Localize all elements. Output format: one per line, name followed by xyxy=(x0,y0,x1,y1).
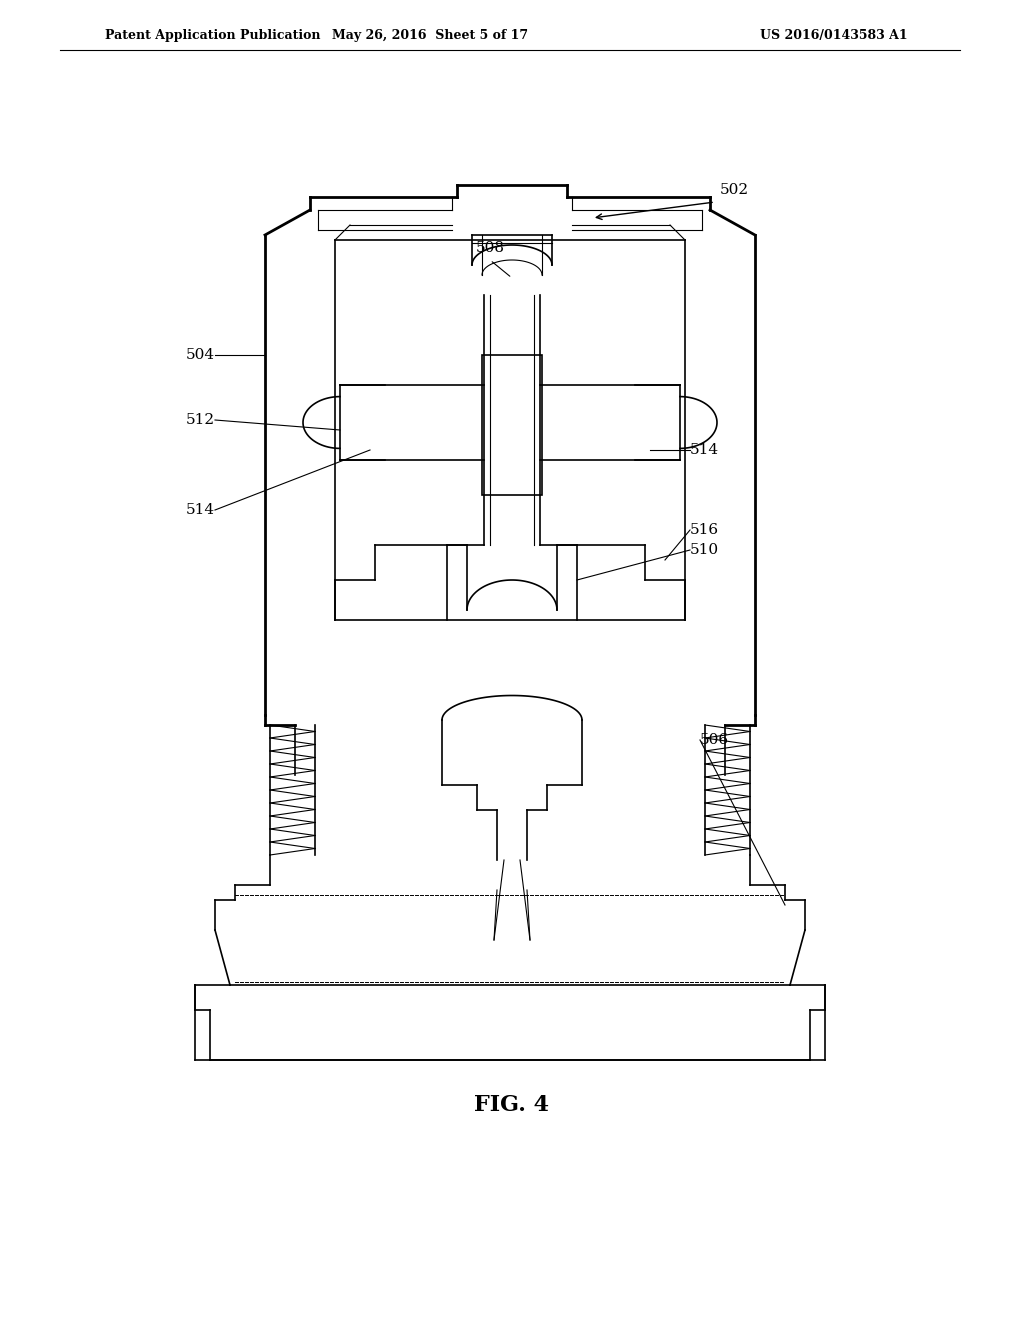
Text: 504: 504 xyxy=(186,348,215,362)
Text: 514: 514 xyxy=(186,503,215,517)
Bar xyxy=(482,355,542,495)
Text: 514: 514 xyxy=(690,444,719,457)
Text: May 26, 2016  Sheet 5 of 17: May 26, 2016 Sheet 5 of 17 xyxy=(332,29,528,41)
Text: Patent Application Publication: Patent Application Publication xyxy=(105,29,321,41)
Text: 506: 506 xyxy=(700,733,729,747)
Text: 512: 512 xyxy=(186,413,215,426)
Text: US 2016/0143583 A1: US 2016/0143583 A1 xyxy=(760,29,907,41)
Text: 510: 510 xyxy=(690,543,719,557)
Text: 516: 516 xyxy=(690,523,719,537)
Text: FIG. 4: FIG. 4 xyxy=(474,1094,550,1115)
Text: 502: 502 xyxy=(720,183,750,197)
Text: 508: 508 xyxy=(475,242,505,255)
